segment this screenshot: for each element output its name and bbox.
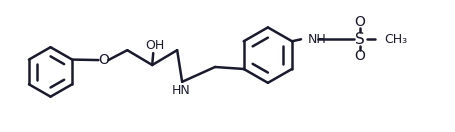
Text: O: O xyxy=(98,53,109,67)
Text: NH: NH xyxy=(307,33,326,46)
Text: O: O xyxy=(354,49,364,63)
Text: O: O xyxy=(354,15,364,29)
Text: CH₃: CH₃ xyxy=(384,33,407,46)
Text: S: S xyxy=(354,32,364,47)
Text: HN: HN xyxy=(172,84,190,97)
Text: OH: OH xyxy=(145,39,165,52)
